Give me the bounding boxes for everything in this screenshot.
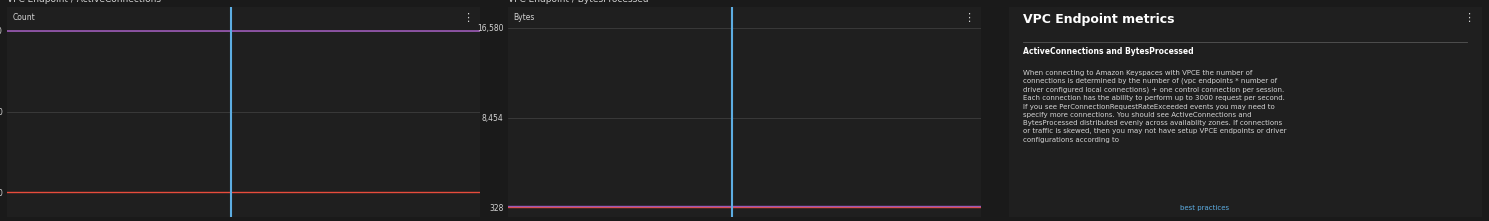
Text: VPC Endpoint / ActiveConnections: VPC Endpoint / ActiveConnections xyxy=(7,0,161,4)
Text: Count: Count xyxy=(12,13,34,22)
Text: When connecting to Amazon Keyspaces with VPCE the number of
connections is deter: When connecting to Amazon Keyspaces with… xyxy=(1023,70,1286,143)
Text: ActiveConnections and BytesProcessed: ActiveConnections and BytesProcessed xyxy=(1023,46,1194,55)
Text: Bytes: Bytes xyxy=(514,13,535,22)
Text: ⋮: ⋮ xyxy=(462,13,474,23)
Text: VPC Endpoint / BytesProcessed: VPC Endpoint / BytesProcessed xyxy=(508,0,649,4)
Text: best practices: best practices xyxy=(1181,205,1230,211)
Text: VPC Endpoint metrics: VPC Endpoint metrics xyxy=(1023,13,1175,26)
Text: ⋮: ⋮ xyxy=(1464,13,1474,23)
Text: ⋮: ⋮ xyxy=(962,13,974,23)
